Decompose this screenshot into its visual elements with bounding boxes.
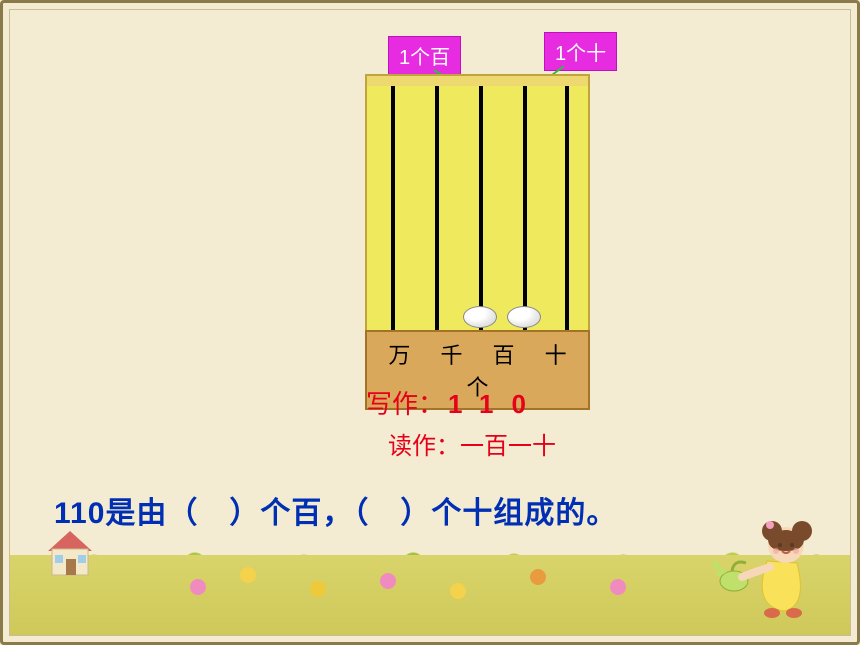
rod-bai [479,86,483,330]
rod-shi [523,86,527,330]
flower-icon [530,569,546,585]
rod-wan [391,86,395,330]
write-line: 写作：110 [366,384,544,421]
abacus: 万 千 百 十 个 [365,74,590,410]
rod-ge [565,86,569,330]
write-value: 110 [448,389,544,419]
read-line: 读作：一百一十 [388,426,556,461]
read-value: 一百一十 [460,433,556,460]
flower-icon [450,583,466,599]
flower-icon [610,579,626,595]
read-prefix: 读作： [388,433,460,460]
rod-qian [435,86,439,330]
ground [10,555,850,635]
flower-icon [240,567,256,583]
house-icon [40,525,100,575]
question-text: 110是由（ ）个百，（ ）个十组成的。 [54,488,617,532]
flower-icon [190,579,206,595]
flower-icon [310,581,326,597]
flower-icon [380,573,396,589]
girl-illustration [712,511,832,621]
abacus-top-bar [365,74,590,86]
write-prefix: 写作： [366,389,444,419]
bead-shi [507,306,541,328]
slide: 1个百 1个十 万 千 百 十 个 写作：110 读作：一百一十 110是由（ … [9,9,851,636]
bead-bai [463,306,497,328]
abacus-body [365,86,590,330]
